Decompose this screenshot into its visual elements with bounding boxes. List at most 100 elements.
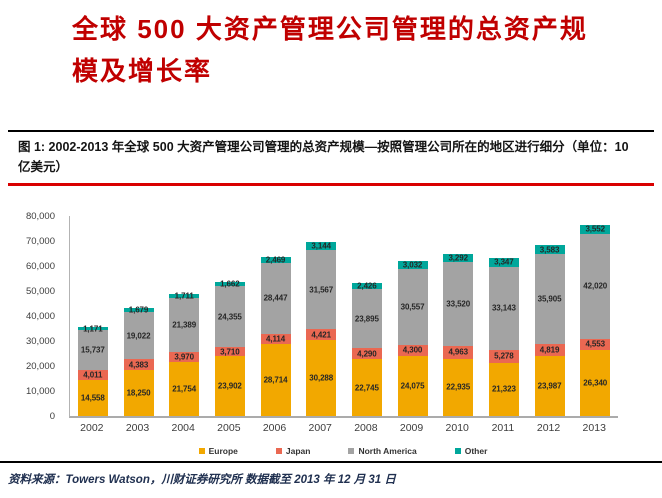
report-title: 全球 500 大资产管理公司管理的总资产规 模及增长率	[72, 8, 657, 92]
bar-segment-japan-2006: 4,114	[260, 333, 291, 345]
bar-value-label: 22,745	[354, 383, 379, 393]
y-axis-tick-label: 40,000	[25, 310, 55, 322]
bar-group-2012: 23,987 4,819 35,905 3,583	[527, 216, 573, 416]
source-note: 资料来源：Towers Watson，川财证券研究所 数据截至 2013 年 1…	[8, 474, 396, 486]
bar-segment-europe-2007: 30,288	[306, 340, 337, 416]
bar-group-2009: 24,075 4,300 30,557 3,032	[390, 216, 436, 416]
bar-group-2007: 30,288 4,421 31,567 3,144	[298, 216, 344, 416]
y-axis-tick-label: 20,000	[25, 360, 55, 372]
stacked-bar-2007: 30,288 4,421 31,567 3,144	[306, 242, 337, 416]
bar-segment-japan-2003: 4,383	[123, 359, 154, 371]
bar-value-label: 5,278	[494, 351, 514, 361]
bar-value-label: 3,970	[174, 352, 194, 362]
y-axis-tick-label: 80,000	[25, 210, 55, 222]
y-axis: 0 10,000 20,000 30,000 40,000 50,000 60,000 70,…	[0, 211, 62, 422]
legend-label-other: Other	[464, 446, 488, 456]
stacked-bar-2010: 22,935 4,963 33,520 3,292	[443, 254, 474, 416]
legend-label-north-america: North America	[358, 446, 417, 456]
bar-segment-other-2005: 1,662	[214, 280, 245, 289]
bar-segment-europe-2010: 22,935	[443, 358, 474, 416]
bar-value-label: 15,737	[80, 345, 105, 355]
bar-group-2004: 21,754 3,970 21,389 1,711	[161, 216, 207, 416]
legend-swatch-other	[454, 448, 461, 454]
bar-value-label: 30,288	[309, 373, 334, 383]
bar-value-label: 4,963	[448, 347, 468, 357]
x-axis-label-2013: 2013	[582, 422, 606, 434]
legend-item-other: Other	[454, 446, 488, 456]
y-axis-tick-label: 30,000	[25, 335, 55, 347]
bar-value-label: 14,558	[80, 393, 105, 403]
bar-value-label: 1,711	[174, 291, 194, 301]
legend-item-europe: Europe	[198, 446, 238, 456]
bar-segment-europe-2006: 28,714	[260, 344, 291, 416]
bar-value-label: 3,552	[585, 224, 605, 234]
bar-segment-north-america-2011: 33,143	[488, 266, 519, 350]
bar-segment-other-2008: 2,426	[351, 281, 382, 291]
bar-value-label: 18,250	[126, 388, 151, 398]
legend-label-europe: Europe	[208, 446, 238, 456]
legend: Europe Japan North America Other	[69, 446, 617, 456]
bar-segment-japan-2010: 4,963	[443, 346, 474, 359]
bar-value-label: 4,300	[402, 345, 423, 355]
bar-segment-other-2010: 3,292	[443, 254, 474, 263]
bar-value-label: 24,355	[217, 312, 242, 322]
y-axis-tick-label: 50,000	[25, 285, 55, 297]
y-axis-tick-label: 70,000	[25, 235, 55, 247]
bar-value-label: 22,935	[446, 382, 471, 392]
legend-item-north-america: North America	[348, 446, 417, 456]
bar-value-label: 4,011	[83, 370, 103, 380]
bar-value-label: 24,075	[400, 381, 425, 391]
bar-segment-north-america-2007: 31,567	[306, 250, 337, 330]
stacked-bar-2002: 14,558 4,011 15,737 1,171	[77, 324, 108, 416]
x-axis-label-2010: 2010	[445, 422, 469, 434]
bar-segment-north-america-2005: 24,355	[214, 286, 245, 347]
bar-segment-north-america-2004: 21,389	[169, 298, 200, 352]
bar-segment-other-2006: 2,469	[260, 255, 291, 265]
stacked-bar-2003: 18,250 4,383 19,022 1,679	[123, 305, 154, 416]
bar-value-label: 2,469	[265, 255, 286, 265]
x-axis-label-2002: 2002	[80, 422, 104, 434]
bar-value-label: 28,714	[263, 375, 288, 385]
bar-group-2002: 14,558 4,011 15,737 1,171	[70, 216, 116, 416]
bar-segment-japan-2002: 4,011	[77, 369, 108, 380]
bar-value-label: 35,905	[537, 294, 562, 304]
bar-segment-north-america-2008: 23,895	[351, 288, 382, 349]
bar-value-label: 31,567	[309, 285, 334, 295]
bar-value-label: 33,520	[446, 299, 471, 309]
bar-value-label: 2,426	[357, 281, 377, 291]
bar-segment-europe-2005: 23,902	[214, 356, 245, 416]
bar-segment-north-america-2002: 15,737	[77, 330, 108, 370]
bar-segment-japan-2013: 4,553	[580, 338, 611, 351]
bar-value-label: 21,754	[172, 384, 197, 394]
bar-segment-japan-2012: 4,819	[534, 343, 565, 357]
figure-caption: 图 1: 2002-2013 年全球 500 大资产管理公司管理的总资产规模—按…	[8, 130, 654, 186]
bar-segment-europe-2004: 21,754	[169, 361, 200, 416]
bar-segment-other-2011: 3,347	[488, 258, 519, 267]
x-axis-label-2006: 2006	[262, 422, 287, 434]
bar-value-label: 23,987	[537, 381, 562, 391]
y-axis-tick-label: 10,000	[25, 385, 55, 397]
bar-segment-europe-2008: 22,745	[351, 359, 382, 416]
stacked-bar-2004: 21,754 3,970 21,389 1,711	[169, 291, 200, 416]
bar-value-label: 4,114	[265, 334, 286, 344]
legend-swatch-japan	[275, 448, 282, 454]
stacked-bar-2005: 23,902 3,710 24,355 1,662	[214, 280, 245, 416]
x-axis-label-2009: 2009	[399, 422, 424, 434]
bar-segment-other-2002: 1,171	[77, 324, 108, 334]
bar-value-label: 23,895	[354, 314, 379, 324]
x-axis-label-2005: 2005	[217, 422, 241, 434]
bar-value-label: 26,340	[583, 378, 608, 388]
bar-value-label: 1,171	[83, 324, 103, 334]
x-axis-label-2008: 2008	[354, 422, 378, 434]
bar-value-label: 23,902	[217, 381, 242, 391]
bar-segment-other-2009: 3,032	[397, 260, 428, 269]
bar-segment-north-america-2009: 30,557	[397, 268, 428, 346]
x-axis-label-2012: 2012	[536, 422, 561, 434]
bar-group-2010: 22,935 4,963 33,520 3,292	[435, 216, 481, 416]
bar-segment-europe-2002: 14,558	[77, 379, 108, 416]
bar-value-label: 42,020	[583, 281, 608, 291]
stacked-bar-2012: 23,987 4,819 35,905 3,583	[534, 245, 565, 416]
bar-value-label: 21,389	[172, 320, 197, 330]
bar-value-label: 30,557	[400, 302, 425, 312]
